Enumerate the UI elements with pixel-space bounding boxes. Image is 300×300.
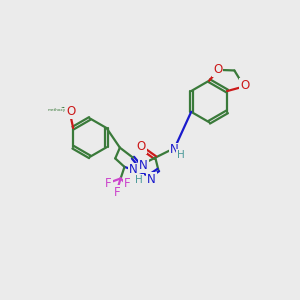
Text: H: H — [135, 175, 143, 185]
Text: F: F — [105, 177, 112, 190]
Text: methoxy: methoxy — [48, 108, 66, 112]
Text: N: N — [170, 143, 179, 157]
Text: O: O — [213, 63, 222, 76]
Text: O: O — [240, 79, 250, 92]
Text: F: F — [124, 177, 130, 190]
Text: H: H — [177, 150, 184, 160]
Text: F: F — [114, 186, 121, 199]
Text: O: O — [137, 140, 146, 153]
Text: O: O — [66, 105, 76, 118]
Text: N: N — [147, 173, 156, 186]
Text: N: N — [140, 159, 148, 172]
Text: N: N — [129, 164, 137, 176]
